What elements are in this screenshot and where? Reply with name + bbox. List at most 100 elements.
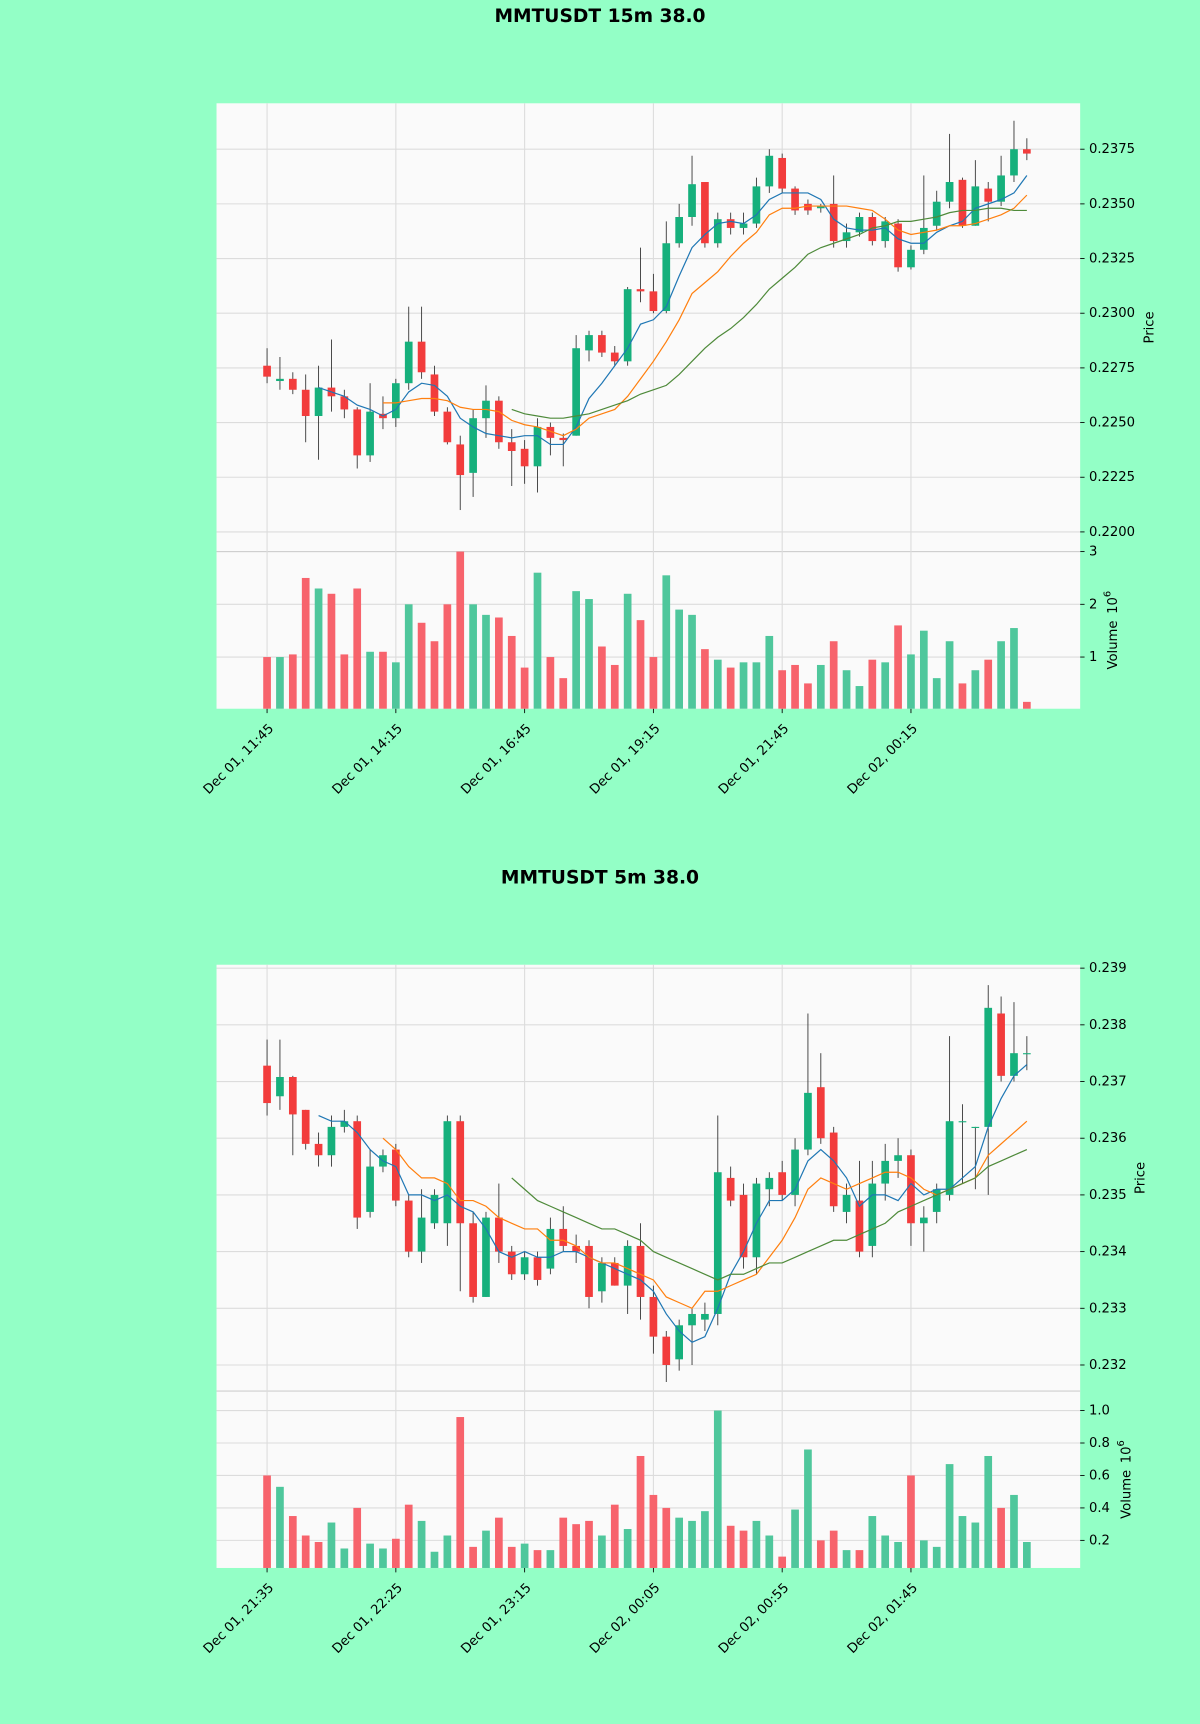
volume-bar [726, 1525, 735, 1568]
candle-body [520, 1257, 529, 1275]
x-tick-label: Dec 01, 21:45 [716, 721, 792, 797]
volume-bar [533, 1550, 542, 1568]
candle-body [559, 437, 568, 441]
y-tick-label: 0.238 [1089, 1018, 1127, 1033]
volume-bar [443, 604, 452, 709]
volume-bar [1023, 1542, 1031, 1568]
volume-label-text: Volume [1106, 620, 1121, 669]
candle-body [842, 232, 851, 242]
moving-average-line [318, 175, 1028, 446]
volume-bar [391, 662, 400, 709]
candle-body [726, 219, 735, 228]
candle-body [855, 1200, 864, 1252]
candle-body [430, 374, 439, 412]
volume-bar [919, 630, 928, 709]
volume-bar [366, 651, 374, 709]
price-panel [216, 103, 1081, 552]
candle-body [984, 1007, 993, 1127]
volume-bar [675, 609, 684, 709]
volume-tick-label: 2 [1089, 597, 1097, 612]
volume-bar [907, 1475, 915, 1568]
volume-bar [495, 617, 503, 709]
volume-bar [945, 1464, 954, 1568]
candle-body [816, 206, 825, 209]
candle-body [713, 1172, 722, 1314]
candle-body [546, 1228, 555, 1269]
volume-bar [430, 641, 439, 709]
candle-body [881, 221, 890, 242]
candle-body [765, 155, 774, 187]
candle-body [791, 1149, 799, 1195]
volume-bar [456, 1417, 465, 1568]
candle-body [301, 1109, 310, 1144]
candle-body [276, 378, 284, 382]
volume-bar [688, 614, 696, 709]
volume-bar [919, 1540, 928, 1568]
y-tick-label: 0.2350 [1089, 197, 1135, 212]
volume-bar [301, 1535, 310, 1568]
candle-body [301, 389, 310, 417]
volume-bar [623, 1529, 632, 1568]
volume-bar [842, 1550, 851, 1568]
candle-body [675, 1325, 684, 1360]
candle-body [984, 188, 993, 202]
volume-bar [340, 654, 349, 709]
volume-bar [881, 662, 890, 709]
volume-bar [649, 1494, 658, 1568]
volume-bar [263, 657, 271, 709]
candle-body [636, 1245, 645, 1297]
volume-label-text: Volume [1119, 1470, 1134, 1519]
volume-tick-label: 0.4 [1089, 1501, 1110, 1516]
candle-body [636, 289, 645, 292]
volume-bar [984, 659, 993, 709]
candle-body [520, 448, 529, 467]
volume-bar [958, 1516, 967, 1568]
x-tick-label: Dec 01, 16:45 [458, 721, 534, 797]
candle-body [610, 352, 619, 362]
candle-body [791, 188, 799, 211]
x-tick-label: Dec 02, 00:55 [716, 1581, 792, 1657]
volume-bar [971, 1522, 980, 1568]
candle-body [919, 1217, 928, 1224]
candle-body [829, 203, 838, 242]
y-tick-label: 0.2200 [1089, 525, 1135, 540]
volume-bar [842, 670, 851, 709]
x-tick-label: Dec 02, 01:45 [845, 1581, 921, 1657]
volume-axis-label: Volume 106 [1103, 591, 1121, 670]
volume-bar [507, 1546, 516, 1568]
candle-body [353, 1121, 362, 1218]
candle-body [546, 426, 555, 438]
volume-tick-label: 0.6 [1089, 1468, 1110, 1483]
volume-bar [688, 1520, 696, 1568]
candle-body [456, 1121, 465, 1224]
volume-tick-label: 3 [1089, 545, 1097, 560]
volume-bar [610, 664, 619, 709]
candle-body [739, 1194, 748, 1258]
candle-body [932, 1189, 941, 1212]
candle-body [327, 1126, 336, 1156]
volume-bar [314, 588, 323, 709]
candle-body [469, 1223, 477, 1297]
candle-body [340, 1121, 349, 1127]
candle-body [649, 291, 658, 312]
volume-bar [894, 625, 902, 709]
candle-body [971, 186, 980, 226]
candle-body [868, 1183, 877, 1246]
volume-bar [804, 683, 812, 709]
x-tick-label: Dec 01, 19:15 [587, 721, 663, 797]
x-tick-label: Dec 01, 23:15 [458, 1581, 534, 1657]
candle-body [855, 217, 864, 233]
volume-bar [572, 1524, 580, 1568]
candle-body [842, 1194, 851, 1212]
volume-bar [404, 604, 413, 709]
candle-body [417, 341, 426, 373]
volume-bar [623, 593, 632, 709]
candle-body [340, 396, 349, 410]
x-tick-label: Dec 01, 11:45 [201, 721, 277, 797]
candle-body [907, 249, 915, 268]
volume-bar [469, 604, 477, 709]
volume-bar [598, 646, 606, 709]
candle-body [958, 1121, 967, 1123]
volume-bar [855, 1550, 864, 1568]
